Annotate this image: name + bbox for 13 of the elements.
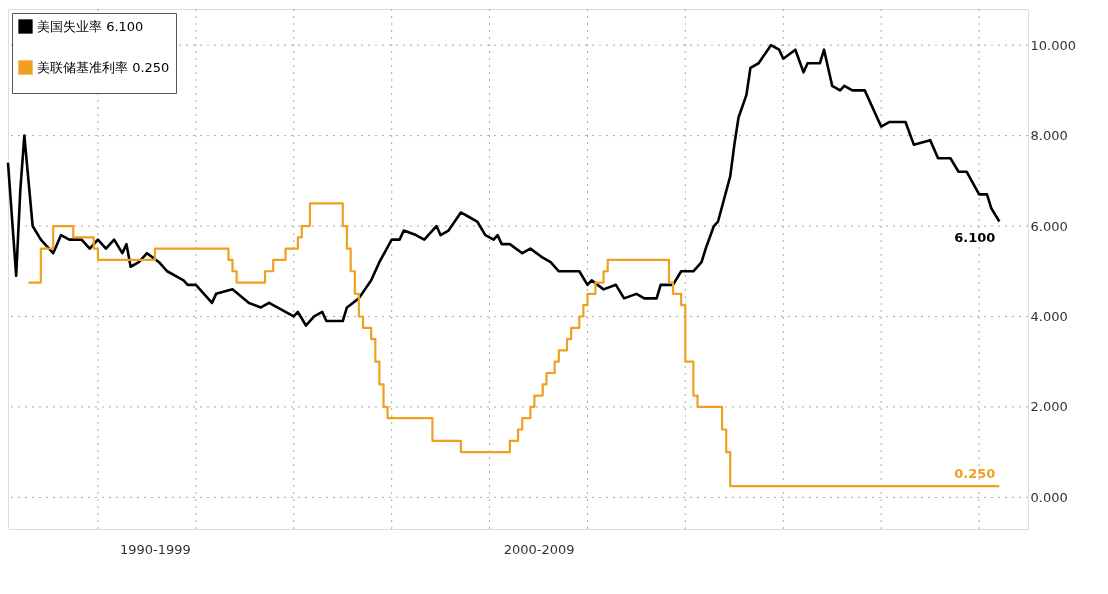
y-tick-label: 6.000: [1030, 218, 1068, 234]
legend-label: 美联储基准利率 0.250: [37, 59, 170, 75]
legend-label: 美国失业率 6.100: [37, 18, 144, 34]
y-tick-label: 4.000: [1030, 308, 1068, 324]
y-tick-label: 0.000: [1030, 489, 1068, 505]
line-series: [6, 43, 1001, 327]
annotation: 6.100: [954, 229, 996, 245]
annotation: 0.250: [954, 466, 996, 482]
x-tick-label: 1990-1999: [119, 541, 191, 557]
y-tick-label: 8.000: [1030, 128, 1068, 144]
y-tick-label: 10.000: [1030, 37, 1076, 53]
y-tick-label: 2.000: [1030, 399, 1068, 415]
x-tick-label: 2000-2009: [503, 541, 575, 557]
